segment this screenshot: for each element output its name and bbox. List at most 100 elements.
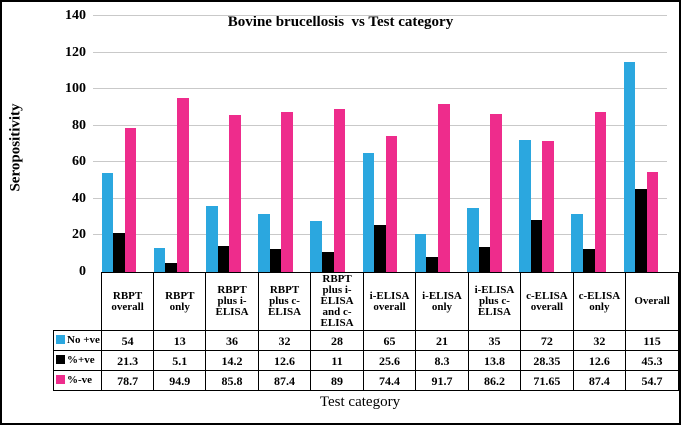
bar <box>165 262 178 272</box>
table-value-cell: 28.35 <box>520 350 574 371</box>
table-header-cell: i-ELISA plus c-ELISA <box>467 272 522 331</box>
table-header-cell: RBPT plus i-ELISA <box>205 272 259 331</box>
bar <box>310 220 322 272</box>
table-value-cell: 12.6 <box>257 350 312 371</box>
table-value-cell: 94.9 <box>153 370 207 391</box>
legend-cell: %+ve <box>53 350 102 371</box>
legend-swatch-icon <box>56 355 65 364</box>
bar <box>466 208 479 272</box>
table-value-cell: 32 <box>572 330 627 351</box>
bar <box>269 248 282 272</box>
table-value-cell: 13.8 <box>467 350 522 371</box>
table-value-cell: 21.3 <box>100 350 155 371</box>
bar <box>530 220 543 272</box>
table-value-cell: 78.7 <box>100 370 155 391</box>
bar <box>362 153 375 272</box>
bar <box>124 128 137 272</box>
legend-swatch-icon <box>56 335 65 344</box>
table-value-cell: 21 <box>415 330 469 351</box>
table-value-cell: 65 <box>362 330 417 351</box>
table-row: No +ve 54 13 36 32 28 65 21 35 72 32 115 <box>53 330 679 351</box>
gridline <box>93 124 667 126</box>
y-tick-label: 40 <box>72 190 86 206</box>
table-value-cell: 25.6 <box>362 350 417 371</box>
bar <box>374 225 386 272</box>
y-tick-label: 20 <box>72 227 86 243</box>
bar <box>101 173 114 272</box>
bar <box>594 112 607 272</box>
table-value-cell: 28 <box>310 330 364 351</box>
y-tick-label: 140 <box>65 8 86 23</box>
plot-area <box>93 2 667 272</box>
bar <box>229 115 241 272</box>
y-tick-label: 120 <box>65 44 86 60</box>
table-header-cell: RBPT plus c-ELISA <box>257 272 312 331</box>
bar <box>385 135 398 272</box>
table-value-cell: 72 <box>520 330 574 351</box>
bar <box>571 213 583 272</box>
bar <box>646 171 659 272</box>
table-value-cell: 71.65 <box>520 370 574 391</box>
bar <box>414 233 427 272</box>
table-header-cell: i-ELISA overall <box>362 272 417 331</box>
table-header-cell: c-ELISA overall <box>520 272 574 331</box>
bar <box>281 112 294 272</box>
y-tick-label: 100 <box>65 81 86 97</box>
table-header-cell: RBPT overall <box>100 272 155 331</box>
legend-swatch-icon <box>56 375 65 384</box>
bar <box>206 206 218 272</box>
bar <box>437 104 450 272</box>
bar <box>258 213 270 272</box>
table-value-cell: 54.7 <box>625 370 679 391</box>
bar <box>333 109 346 272</box>
table-value-cell: 5.1 <box>153 350 207 371</box>
table-value-cell: 54 <box>100 330 155 351</box>
chart-title: Bovine brucellosis vs Test category <box>227 14 454 30</box>
legend-cell: %-ve <box>53 370 102 391</box>
legend-cell: No +ve <box>53 330 102 351</box>
table-value-cell: 36 <box>205 330 259 351</box>
table-header-cell: i-ELISA only <box>415 272 469 331</box>
bar <box>153 248 166 272</box>
bar <box>177 98 189 272</box>
table-value-cell: 115 <box>625 330 679 351</box>
bar <box>478 246 491 272</box>
y-tick-label: 80 <box>72 117 86 133</box>
table-row: %-ve 78.7 94.9 85.8 87.4 89 74.4 91.7 86.2 71.65 8… <box>53 370 679 391</box>
table-header-cell: Overall <box>625 272 679 331</box>
table-header-cell: c-ELISA only <box>572 272 627 331</box>
bar <box>217 246 230 272</box>
table-header-cell: RBPT only <box>153 272 207 331</box>
table-value-cell: 87.4 <box>572 370 627 391</box>
gridline <box>93 197 667 199</box>
table-header-row: RBPT overall RBPT only RBPT plus i-ELISA RB… <box>54 272 679 331</box>
data-table: RBPT overall RBPT only RBPT plus i-ELISA RB… <box>53 272 679 391</box>
table-row: %+ve 21.3 5.1 14.2 12.6 11 25.6 8.3 13.8 28.35 12.… <box>53 350 679 371</box>
bar <box>542 140 554 272</box>
gridline <box>93 15 667 16</box>
table-value-cell: 13 <box>153 330 207 351</box>
table-value-cell: 89 <box>310 370 364 391</box>
table-value-cell: 14.2 <box>205 350 259 371</box>
bar <box>426 256 438 272</box>
bar <box>623 61 636 272</box>
table-value-cell: 74.4 <box>362 370 417 391</box>
gridline <box>93 51 667 53</box>
table-value-cell: 11 <box>310 350 364 371</box>
x-axis-title: Test category <box>319 394 401 410</box>
bar <box>113 233 125 272</box>
table-value-cell: 12.6 <box>572 350 627 371</box>
y-axis-tick-labels: 0 20 40 60 80 100 120 140 <box>2 2 86 279</box>
y-tick-label: 0 <box>79 264 86 279</box>
table-value-cell: 85.8 <box>205 370 259 391</box>
table-value-cell: 45.3 <box>625 350 679 371</box>
table-corner-cell <box>54 273 102 331</box>
table-value-cell: 8.3 <box>415 350 469 371</box>
bar <box>490 114 502 272</box>
table-value-cell: 86.2 <box>467 370 522 391</box>
gridline <box>93 88 667 90</box>
table-value-cell: 32 <box>257 330 312 351</box>
gridline <box>93 161 667 163</box>
table-value-cell: 91.7 <box>415 370 469 391</box>
